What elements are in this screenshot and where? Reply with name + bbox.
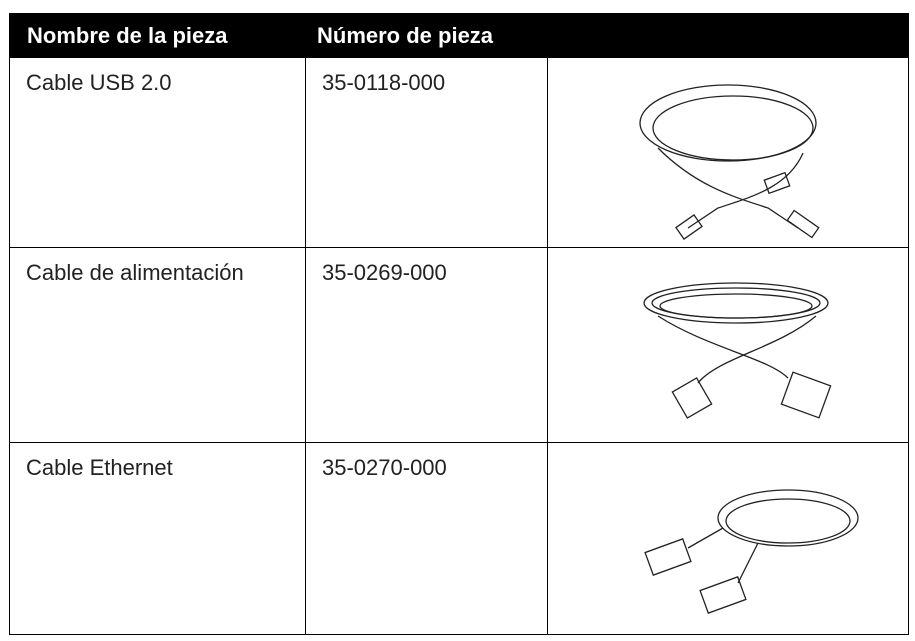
header-cell: Nombre de la pieza (27, 23, 228, 48)
part-number: 35-0118-000 (322, 70, 446, 95)
cell: 35-0118-000 (305, 58, 547, 248)
image-cell (547, 58, 909, 248)
header-row: Nombre de la pieza Número de pieza (9, 13, 909, 58)
image-cell (547, 248, 909, 443)
header-cell: Número de pieza (317, 23, 494, 48)
part-name: Cable USB 2.0 (26, 70, 172, 95)
cell: Cable Ethernet (9, 443, 305, 635)
parts-table: Nombre de la pieza Número de pieza Cable… (9, 13, 909, 635)
cell: Cable de alimentación (9, 248, 305, 443)
part-name: Cable Ethernet (26, 455, 173, 480)
power-cable-icon (643, 282, 832, 419)
ethernet-cable-icon (644, 489, 859, 614)
cell: 35-0270-000 (305, 443, 547, 635)
part-number: 35-0269-000 (322, 260, 447, 285)
part-name: Cable de alimentación (26, 260, 244, 285)
part-number: 35-0270-000 (322, 455, 447, 480)
cell: 35-0269-000 (305, 248, 547, 443)
usb-cable-icon (639, 84, 820, 240)
cell: Cable USB 2.0 (9, 58, 305, 248)
image-cell (547, 443, 909, 635)
